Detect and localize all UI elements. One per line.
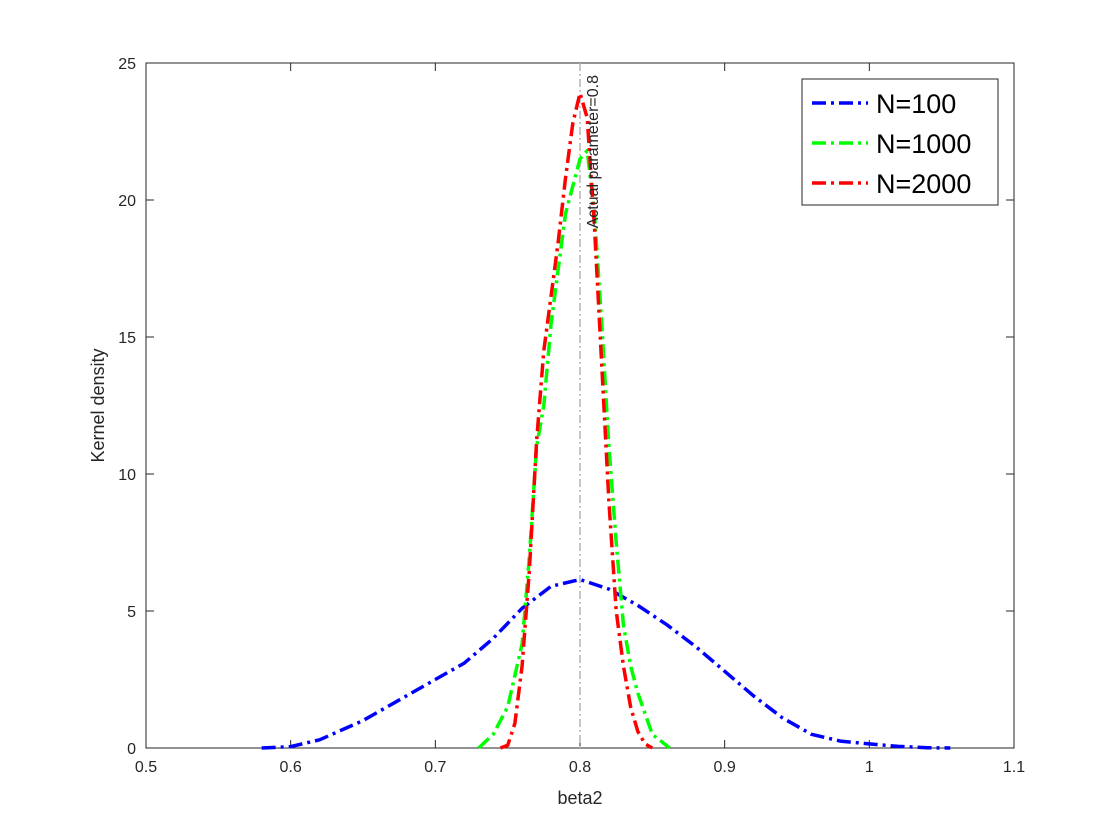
x-tick-label: 0.6 — [280, 759, 302, 776]
y-tick-label: 15 — [118, 330, 136, 347]
legend-box — [801, 78, 999, 206]
y-tick-label: 10 — [118, 467, 136, 484]
x-tick-label: 0.8 — [569, 759, 591, 776]
series-line-n-1000 — [477, 148, 671, 750]
y-axis-label: Kernel density — [88, 348, 108, 462]
x-tick-label: 0.7 — [424, 759, 446, 776]
y-tick-label: 25 — [118, 56, 136, 73]
series-line-n-2000 — [499, 91, 654, 750]
plot-area: 0.5 0.6 0.7 0.8 0.9 1 1.1 0 5 10 15 20 25 beta2 Kernel… — [88, 56, 1025, 808]
x-tick-label: 0.9 — [714, 759, 736, 776]
y-tick-label: 20 — [118, 193, 136, 210]
reference-annotation: Actual parameter=0.8 — [585, 75, 602, 229]
x-tick-label: 0.5 — [135, 759, 157, 776]
y-tick-label: 0 — [127, 741, 136, 758]
legend-entry: N=100 — [876, 89, 956, 119]
x-axis-label: beta2 — [557, 788, 602, 808]
legend-entry: N=1000 — [876, 129, 971, 159]
legend-entry: N=2000 — [876, 169, 971, 199]
x-tick-label: 1 — [865, 759, 874, 776]
x-tick-label: 1.1 — [1003, 759, 1025, 776]
series-line-n-100 — [261, 577, 951, 750]
y-tick-label: 5 — [127, 604, 136, 621]
